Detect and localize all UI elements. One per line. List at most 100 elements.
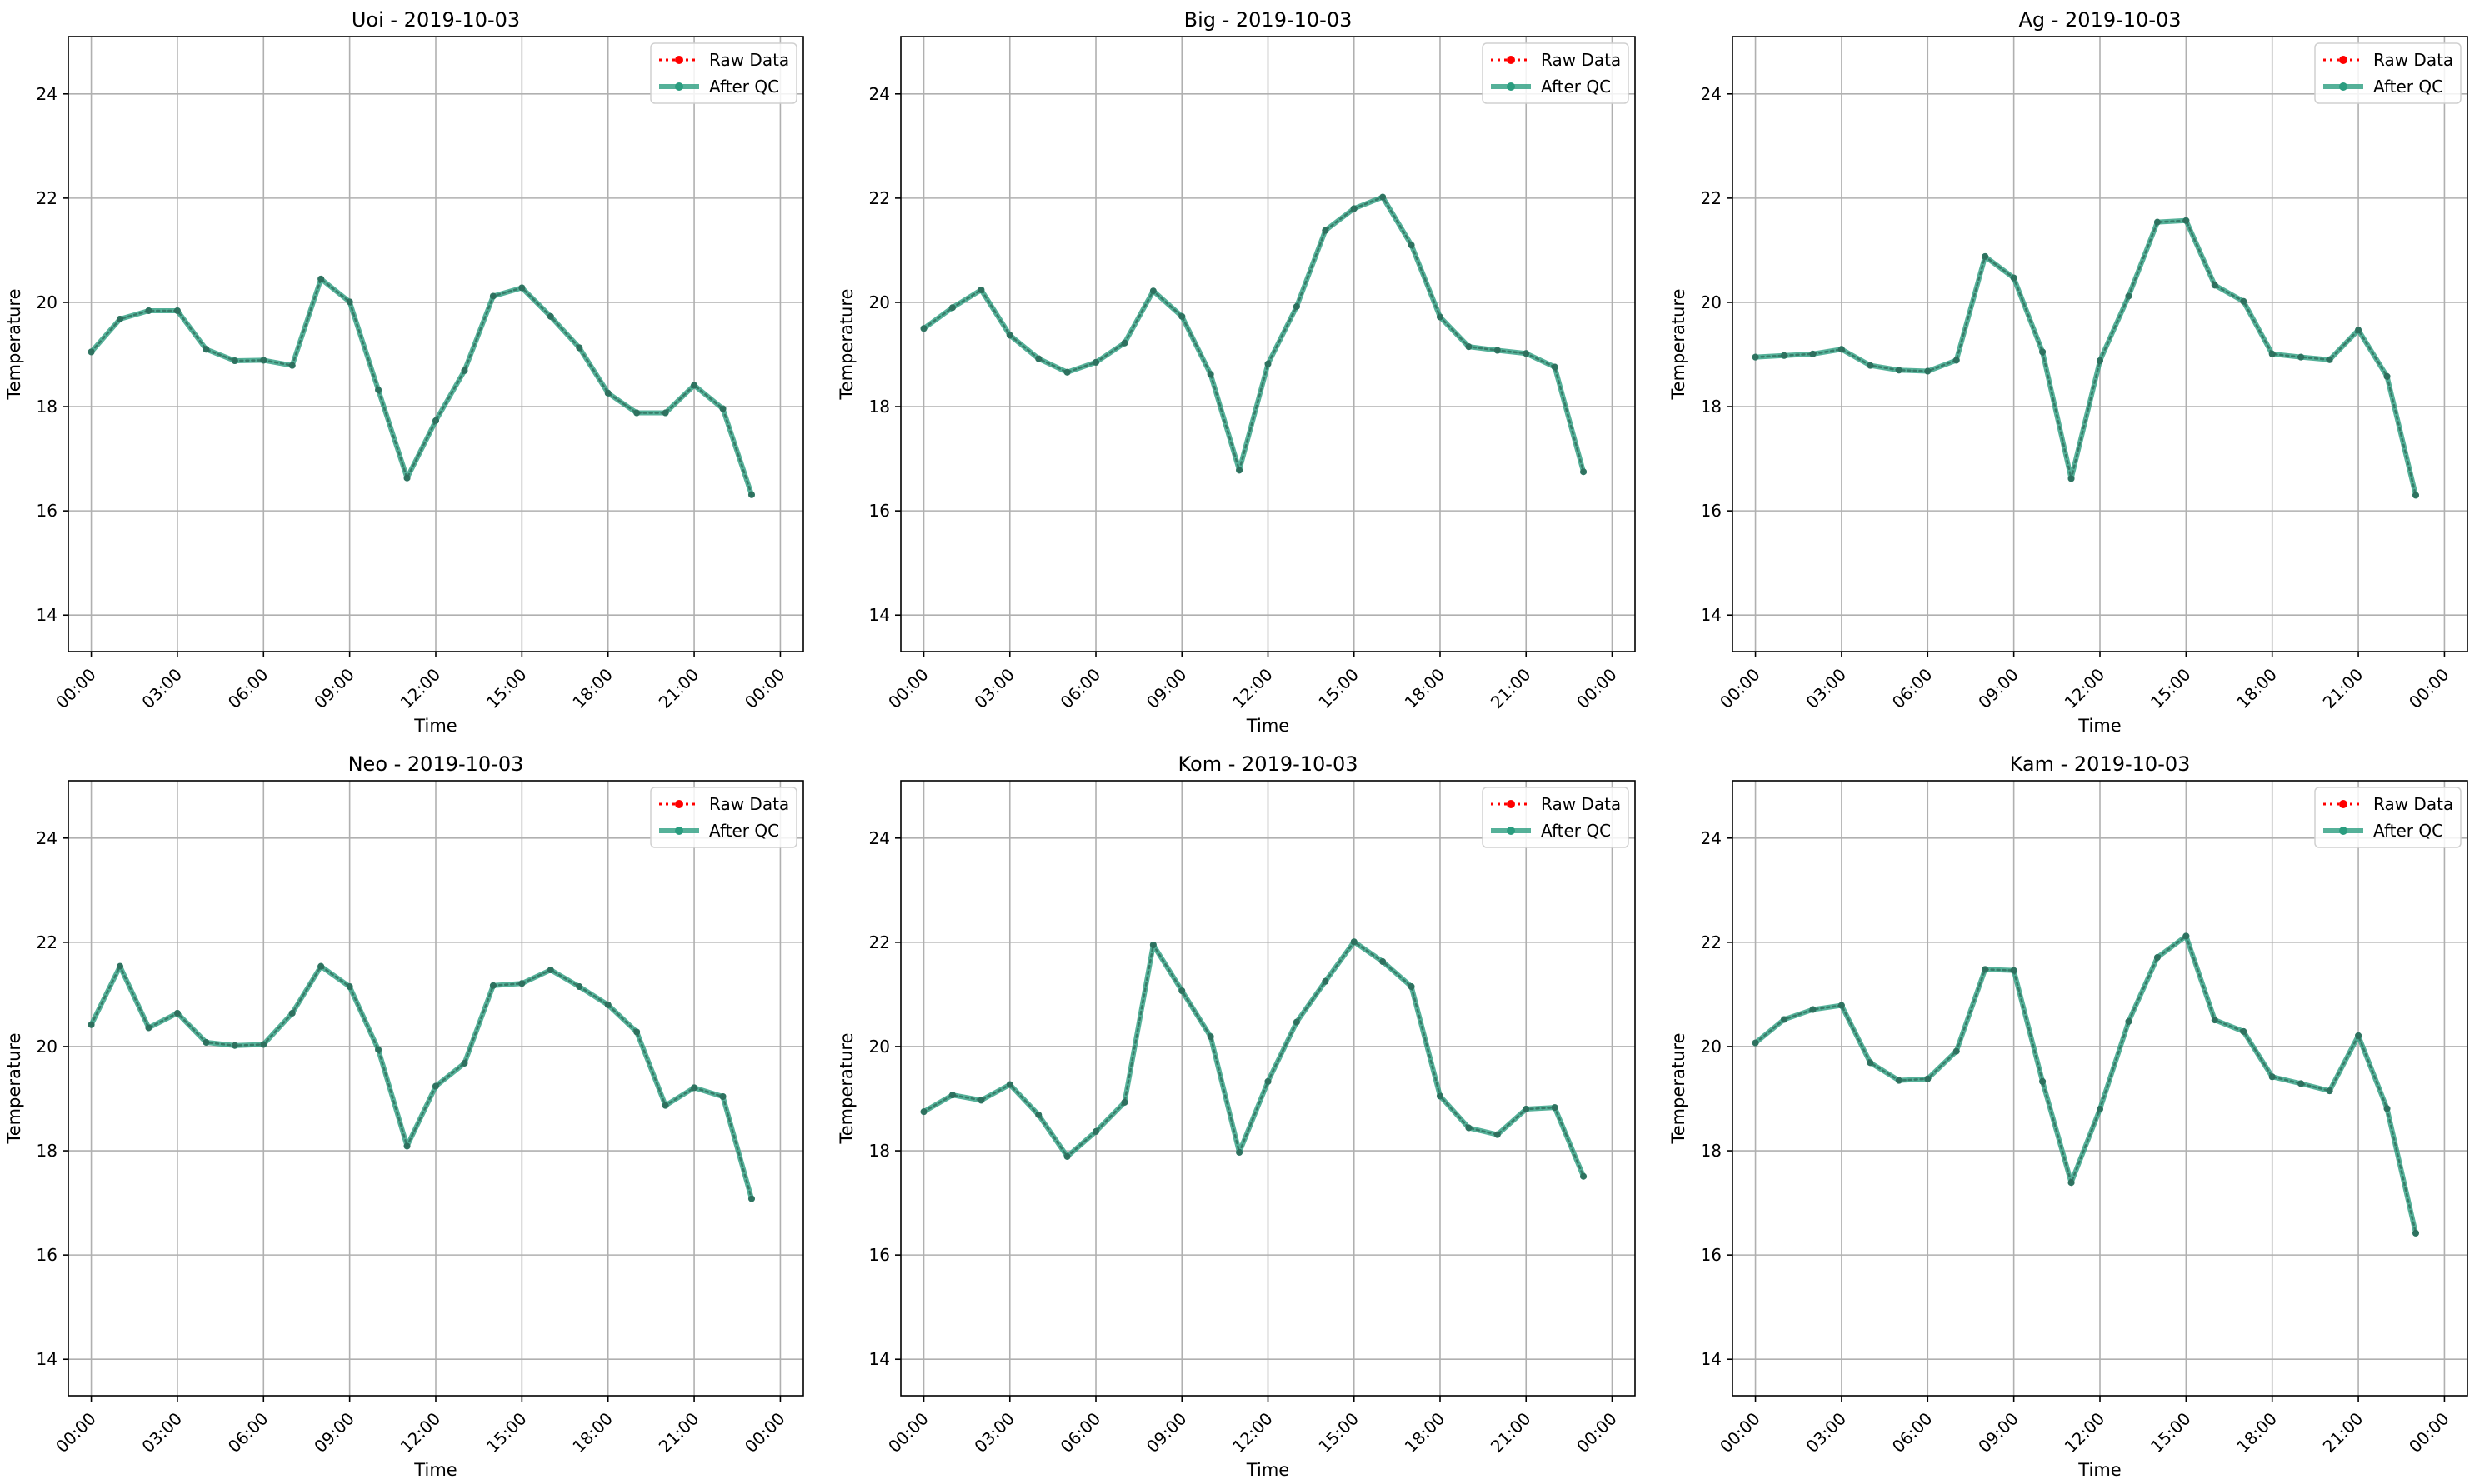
raw-data-point: [1982, 252, 1989, 260]
x-tick-label: 06:00: [1888, 1408, 1937, 1457]
legend-qc-label: After QC: [709, 821, 779, 841]
raw-data-point: [1178, 987, 1186, 995]
y-axis-label: Temperature: [837, 288, 857, 400]
legend-qc-label: After QC: [2373, 77, 2443, 97]
raw-data-point: [1092, 358, 1100, 366]
raw-data-point: [1436, 1092, 1443, 1100]
x-tick-label: 00:00: [52, 664, 100, 712]
legend-qc-label: After QC: [1541, 77, 1611, 97]
raw-data-point: [948, 1092, 956, 1099]
y-axis-label: Temperature: [4, 1032, 24, 1144]
x-tick-label: 12:00: [397, 664, 445, 712]
raw-data-point: [88, 1021, 95, 1028]
raw-data-point: [1035, 1111, 1042, 1118]
y-tick-label: 18: [37, 397, 58, 417]
y-tick-label: 18: [869, 397, 890, 417]
raw-data-point: [1006, 332, 1013, 339]
legend-raw-marker: [2339, 800, 2348, 808]
raw-data-point: [1465, 1124, 1472, 1132]
raw-data-point: [2068, 1179, 2075, 1187]
x-tick-label: 18:00: [568, 1408, 617, 1457]
y-tick-label: 18: [869, 1141, 890, 1161]
raw-data-point: [1092, 1127, 1100, 1135]
y-tick-label: 22: [869, 188, 890, 208]
raw-data-point: [2383, 372, 2391, 380]
chart-title: Uoi - 2019-10-03: [352, 8, 520, 32]
raw-data-point: [2010, 274, 2018, 282]
raw-data-point: [1809, 1006, 1817, 1013]
raw-data-point: [518, 980, 526, 987]
raw-data-point: [2355, 327, 2362, 334]
x-tick-label: 00:00: [1716, 664, 1764, 712]
x-tick-label: 12:00: [2061, 664, 2109, 712]
raw-data-line: [1754, 219, 2418, 497]
chart-title: Kam - 2019-10-03: [2010, 752, 2191, 776]
x-tick-label: 18:00: [2232, 664, 2281, 712]
raw-data-point: [1006, 1081, 1013, 1088]
raw-data-point: [202, 346, 210, 353]
y-tick-label: 22: [1701, 932, 1722, 952]
raw-data-point: [318, 962, 325, 970]
raw-data-point: [1493, 1131, 1501, 1138]
raw-data-point: [1121, 339, 1128, 347]
raw-data-point: [691, 382, 698, 389]
legend: Raw Data After QC: [650, 787, 798, 848]
raw-data-point: [604, 389, 612, 397]
raw-data-point: [1522, 350, 1530, 357]
raw-data-point: [145, 1024, 152, 1032]
after-qc-line: [1752, 933, 2418, 1236]
raw-data-point: [145, 307, 152, 314]
legend-raw-marker: [1507, 56, 1515, 64]
x-tick-label: 00:00: [2405, 664, 2453, 712]
raw-data-point: [920, 325, 928, 332]
y-tick-label: 16: [37, 1245, 58, 1265]
x-tick-label: 06:00: [224, 664, 272, 712]
raw-data-point: [2153, 218, 2161, 226]
x-axis-label: Time: [413, 1460, 457, 1480]
y-axis-label: Temperature: [1668, 288, 1688, 400]
raw-data-point: [2125, 292, 2132, 300]
chart-panel: 00:00 03:00 06:00 09:00 12:00 15:00 18:00 21:00…: [1668, 8, 2468, 736]
y-axis-label: Temperature: [837, 1032, 857, 1144]
x-tick-label: 12:00: [1228, 664, 1277, 712]
axes-frame: [1732, 780, 2468, 1397]
chart-title: Neo - 2019-10-03: [348, 752, 524, 776]
raw-data-point: [662, 409, 669, 417]
legend: Raw Data After QC: [1482, 42, 1629, 104]
raw-data-point: [2039, 348, 2047, 356]
raw-data-point: [1264, 1077, 1272, 1085]
raw-data-point: [1867, 362, 1874, 369]
y-tick-label: 18: [37, 1141, 58, 1161]
legend-raw-label: Raw Data: [709, 794, 789, 814]
raw-data-point: [547, 312, 554, 320]
x-tick-label: 03:00: [1802, 664, 1850, 712]
raw-data-line: [922, 196, 1585, 473]
raw-data-point: [489, 292, 497, 300]
chart-panel: 00:00 03:00 06:00 09:00 12:00 15:00 18:00 21:00…: [1668, 752, 2468, 1480]
y-tick-label: 14: [1701, 605, 1722, 625]
axes-frame: [900, 780, 1636, 1397]
raw-data-point: [1322, 977, 1329, 985]
x-tick-label: 03:00: [1802, 1408, 1850, 1457]
legend: Raw Data After QC: [1482, 787, 1629, 848]
x-tick-label: 03:00: [138, 1408, 186, 1457]
raw-data-point: [633, 1028, 641, 1036]
x-tick-label: 00:00: [1572, 664, 1621, 712]
x-tick-label: 03:00: [138, 664, 186, 712]
legend-qc-marker: [675, 82, 683, 91]
y-tick-label: 22: [1701, 188, 1722, 208]
legend-qc-marker: [2339, 827, 2348, 835]
y-tick-label: 16: [869, 1245, 890, 1265]
x-tick-label: 18:00: [1401, 1408, 1449, 1457]
raw-data-point: [318, 275, 325, 282]
x-tick-label: 18:00: [1401, 664, 1449, 712]
legend-raw-label: Raw Data: [2373, 794, 2453, 814]
raw-data-point: [1149, 942, 1157, 949]
raw-data-point: [2298, 1080, 2305, 1087]
raw-data-point: [1292, 302, 1300, 310]
raw-data-point: [2211, 1017, 2218, 1024]
raw-data-point: [719, 405, 727, 412]
raw-data-point: [1781, 1016, 1788, 1023]
raw-data-point: [260, 1041, 268, 1048]
axes-frame: [68, 780, 804, 1397]
